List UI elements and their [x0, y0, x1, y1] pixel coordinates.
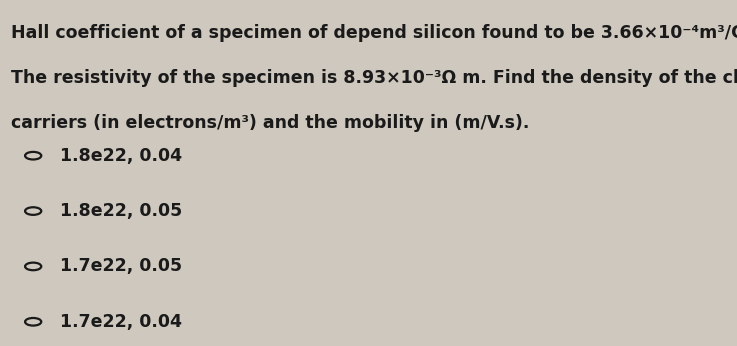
Text: The resistivity of the specimen is 8.93×10⁻³Ω m. Find the density of the charge: The resistivity of the specimen is 8.93×…	[11, 69, 737, 87]
Text: 1.7e22, 0.04: 1.7e22, 0.04	[60, 313, 183, 331]
Text: carriers (in electrons/m³) and the mobility in (m/V.s).: carriers (in electrons/m³) and the mobil…	[11, 114, 529, 132]
Text: 1.8e22, 0.05: 1.8e22, 0.05	[60, 202, 183, 220]
Text: 1.7e22, 0.05: 1.7e22, 0.05	[60, 257, 183, 275]
Text: 1.8e22, 0.04: 1.8e22, 0.04	[60, 147, 183, 165]
Text: Hall coefficient of a specimen of depend silicon found to be 3.66×10⁻⁴m³/C.: Hall coefficient of a specimen of depend…	[11, 24, 737, 42]
